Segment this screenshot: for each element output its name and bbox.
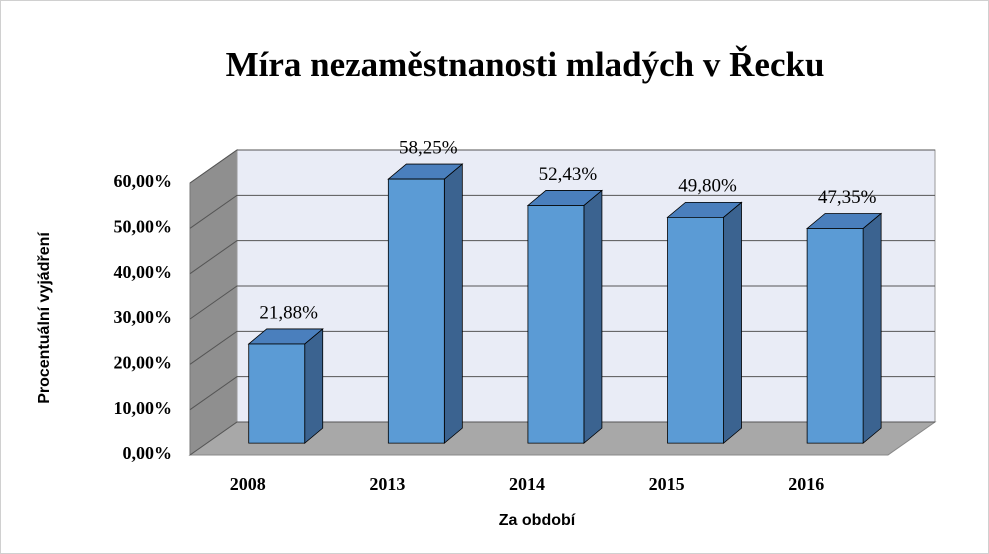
bar	[387, 163, 464, 444]
bar-front	[248, 343, 306, 444]
bar-front	[806, 228, 864, 444]
x-tick-label: 2008	[230, 474, 266, 494]
x-tick-label: 2015	[649, 474, 685, 494]
y-tick-label: 0,00%	[123, 443, 173, 463]
y-tick-label: 20,00%	[114, 352, 173, 372]
value-label: 21,88%	[259, 302, 318, 323]
value-label: 47,35%	[818, 187, 877, 208]
grid-line	[189, 194, 935, 229]
bar	[247, 328, 324, 444]
y-tick-label: 10,00%	[114, 398, 173, 418]
x-tick-label: 2013	[369, 474, 405, 494]
x-axis-label: Za období	[499, 512, 576, 529]
chart-title: Míra nezaměstnanosti mladých v Řecku	[226, 44, 825, 84]
y-tick-label: 30,00%	[114, 307, 173, 327]
bar-side	[304, 328, 324, 444]
bar-side	[723, 201, 742, 444]
bar-front	[667, 216, 724, 444]
bar-side	[583, 189, 603, 444]
x-tick-label: 2014	[509, 474, 545, 494]
value-label: 58,25%	[399, 137, 458, 158]
bar	[666, 201, 743, 444]
value-label: 49,80%	[678, 176, 737, 197]
bar-side	[862, 212, 882, 444]
x-tick-label: 2016	[788, 474, 824, 494]
bar	[806, 212, 883, 444]
y-tick-label: 60,00%	[114, 171, 173, 191]
bar	[526, 189, 604, 444]
grid-line	[189, 149, 935, 184]
y-tick-label: 40,00%	[114, 262, 173, 282]
value-label: 52,43%	[539, 164, 598, 185]
y-tick-label: 50,00%	[114, 216, 173, 236]
y-axis-label: Procentuální vyjádření	[36, 232, 53, 404]
bar-front	[527, 205, 585, 444]
bar-side	[443, 163, 463, 444]
bar-front	[387, 178, 445, 444]
